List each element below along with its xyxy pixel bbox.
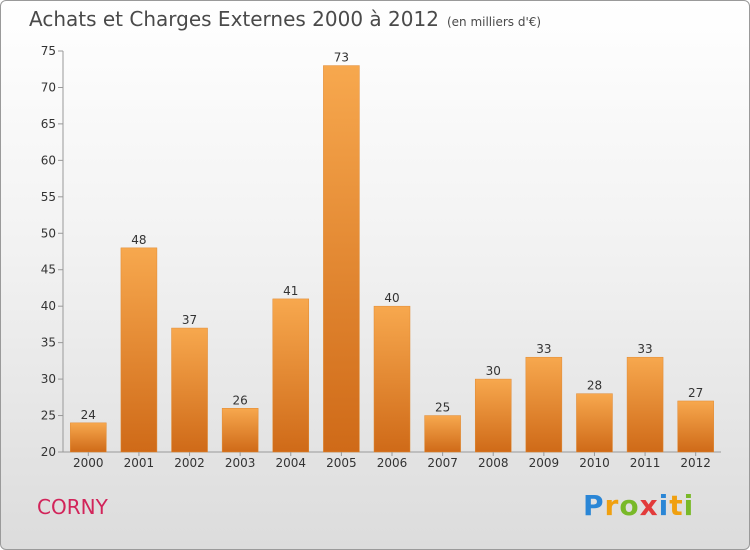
x-tick-label-2000: 2000 [73, 456, 104, 470]
y-tick-label: 50 [41, 226, 56, 240]
x-tick-label-2011: 2011 [630, 456, 661, 470]
bar-2011 [626, 356, 664, 453]
y-tick-label: 25 [41, 409, 56, 423]
bar-2009 [525, 356, 563, 453]
chart-title-text: Achats et Charges Externes 2000 à 2012 [29, 7, 439, 31]
bar-2000 [70, 422, 107, 453]
bar-2007 [424, 415, 461, 453]
bar-2010 [576, 393, 613, 453]
y-tick-label: 55 [41, 190, 56, 204]
x-tick-label-2005: 2005 [326, 456, 357, 470]
bar-2004 [272, 298, 310, 453]
y-tick-label: 60 [41, 153, 56, 167]
data-label-2004: 41 [283, 284, 298, 298]
x-tick-label-2010: 2010 [579, 456, 610, 470]
commune-name: CORNY [37, 495, 108, 519]
x-tick-label-2006: 2006 [377, 456, 408, 470]
x-tick-label-2007: 2007 [427, 456, 458, 470]
chart-subtitle: (en milliers d'€) [446, 15, 542, 29]
y-tick-label: 20 [41, 445, 56, 459]
bar-2006 [373, 305, 411, 453]
y-tick-label: 40 [41, 299, 56, 313]
data-label-2000: 24 [81, 408, 96, 422]
data-label-2002: 37 [182, 313, 197, 327]
bar-2001 [120, 247, 158, 453]
y-tick-label: 65 [41, 117, 56, 131]
data-label-2006: 40 [384, 291, 399, 305]
data-label-2010: 28 [587, 379, 602, 393]
bar-2008 [474, 378, 512, 453]
data-label-2005: 73 [334, 51, 349, 65]
data-label-2009: 33 [536, 342, 551, 356]
y-tick-label: 35 [41, 336, 56, 350]
bar-2003 [221, 408, 259, 453]
chart-title: Achats et Charges Externes 2000 à 2012 (e… [29, 7, 541, 31]
x-tick-label-2009: 2009 [529, 456, 560, 470]
data-label-2012: 27 [688, 386, 703, 400]
data-label-2008: 30 [486, 364, 501, 378]
y-tick-label: 30 [41, 372, 56, 386]
x-tick-label-2002: 2002 [174, 456, 205, 470]
x-tick-label-2004: 2004 [275, 456, 306, 470]
x-tick-label-2001: 2001 [124, 456, 155, 470]
y-tick-label: 70 [41, 80, 56, 94]
data-label-2003: 26 [233, 393, 248, 407]
proxiti-logo[interactable]: Proxiti [583, 489, 695, 522]
x-tick-label-2012: 2012 [680, 456, 711, 470]
x-tick-label-2008: 2008 [478, 456, 509, 470]
data-label-2011: 33 [637, 342, 652, 356]
bar-2002 [171, 327, 208, 453]
y-tick-label: 45 [41, 263, 56, 277]
data-label-2001: 48 [131, 233, 146, 247]
bar-2005 [323, 65, 360, 453]
bar-2012 [677, 400, 714, 453]
data-label-2007: 25 [435, 401, 450, 415]
x-tick-label-2003: 2003 [225, 456, 256, 470]
y-tick-label: 75 [41, 44, 56, 58]
